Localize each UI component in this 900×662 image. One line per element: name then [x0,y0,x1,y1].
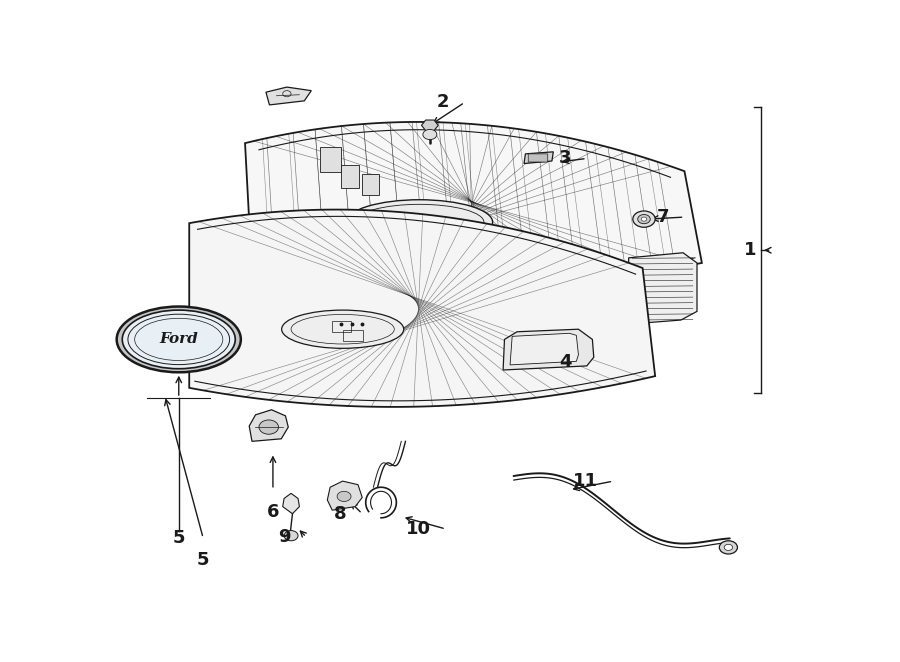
Circle shape [724,544,733,550]
Ellipse shape [346,200,492,244]
Text: 8: 8 [334,504,346,523]
Text: 2: 2 [436,93,449,111]
Text: 5: 5 [197,551,210,569]
Polygon shape [249,410,288,442]
Circle shape [284,530,298,541]
FancyBboxPatch shape [362,173,379,195]
FancyBboxPatch shape [341,165,359,187]
Text: 6: 6 [266,502,279,520]
Ellipse shape [117,307,241,372]
Polygon shape [266,87,311,105]
Text: 1: 1 [743,241,756,260]
Circle shape [452,231,464,239]
Polygon shape [189,210,655,407]
Circle shape [641,217,647,221]
Circle shape [633,211,655,227]
Circle shape [259,420,278,434]
Circle shape [338,491,351,502]
Polygon shape [524,152,554,164]
Polygon shape [328,481,362,510]
Circle shape [719,541,737,554]
Text: 4: 4 [559,354,572,371]
Text: 5: 5 [173,529,185,547]
Text: 3: 3 [559,150,572,167]
Ellipse shape [282,310,404,348]
Text: Ford: Ford [159,332,198,346]
Circle shape [638,214,651,224]
Polygon shape [283,493,300,514]
Circle shape [487,234,499,242]
Text: 7: 7 [657,208,669,226]
Text: 11: 11 [573,472,598,490]
Circle shape [423,129,436,140]
Polygon shape [421,120,438,130]
Polygon shape [628,253,697,324]
Polygon shape [245,122,702,286]
Polygon shape [503,329,594,370]
FancyBboxPatch shape [320,147,340,172]
FancyBboxPatch shape [528,154,548,162]
Circle shape [470,227,481,236]
Text: 10: 10 [406,520,430,538]
Ellipse shape [122,310,235,369]
Text: 9: 9 [279,528,291,546]
Polygon shape [510,333,579,365]
